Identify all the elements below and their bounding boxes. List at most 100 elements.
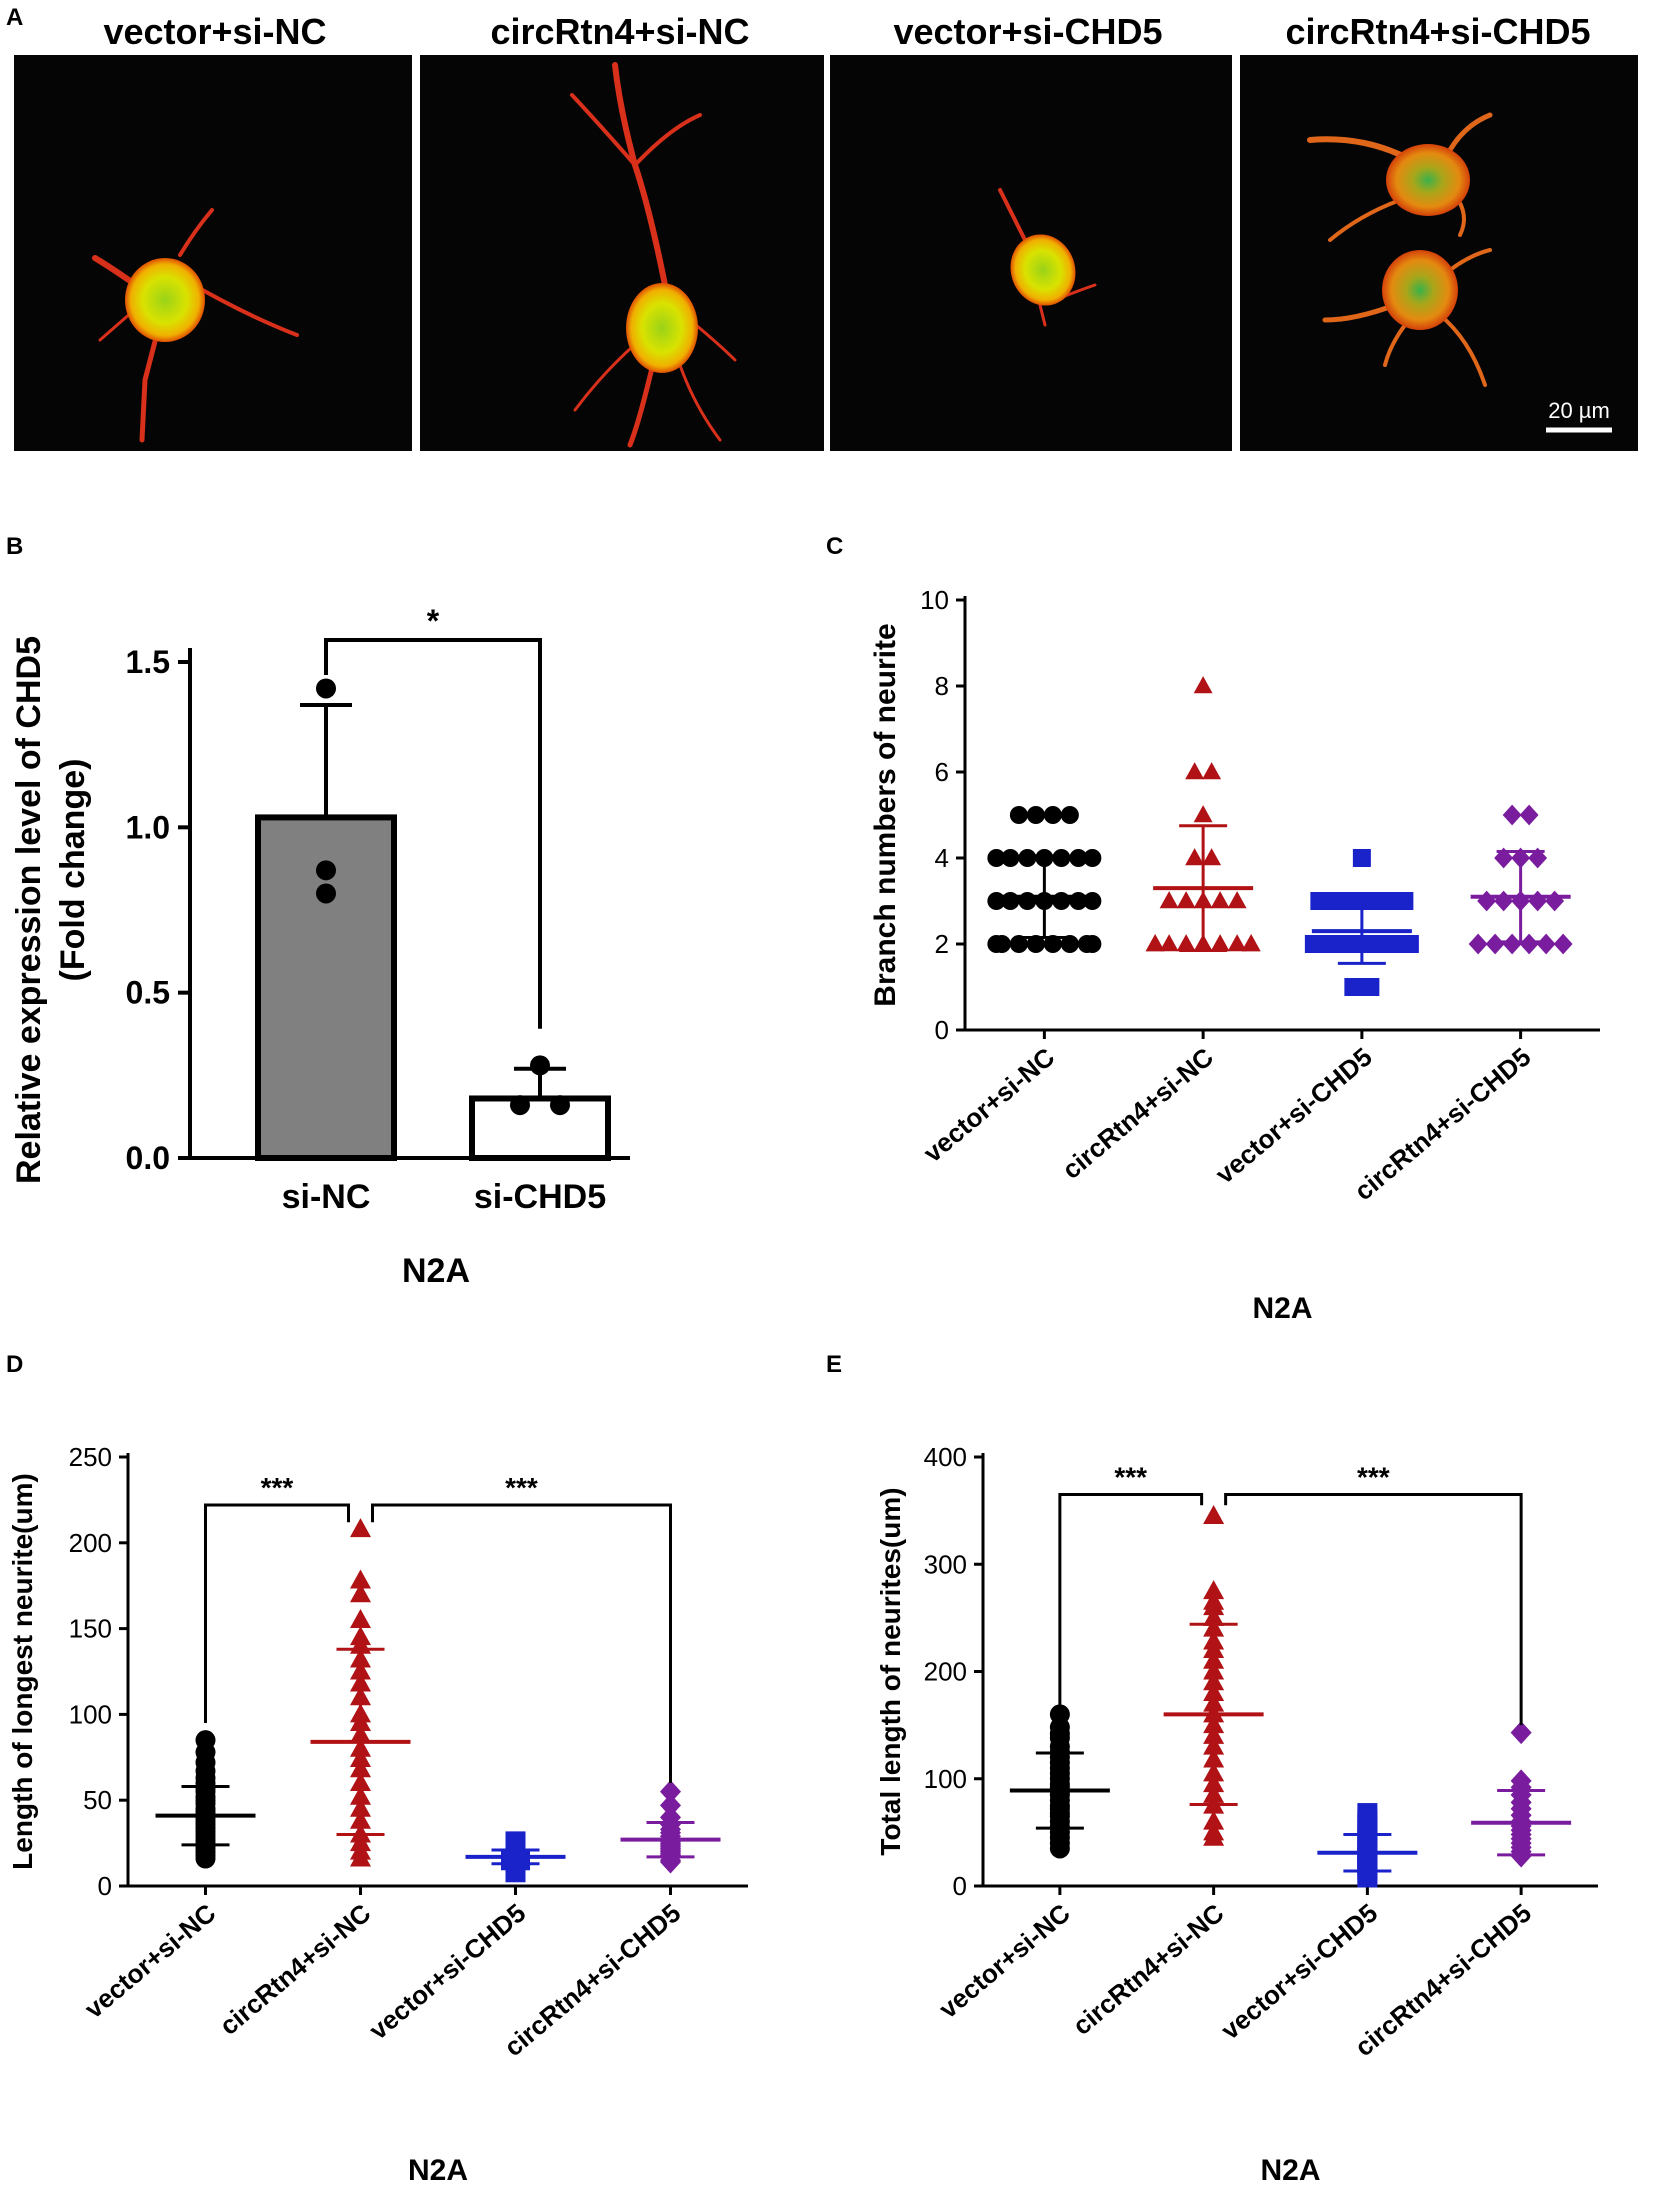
significance-bracket [204, 1503, 350, 1723]
significance-label: *** [1114, 1462, 1147, 1493]
panel-b-letter: B [6, 533, 23, 560]
data-point [1203, 1810, 1225, 1830]
data-point [350, 1569, 371, 1589]
data-point [1468, 933, 1488, 955]
data-point [1344, 978, 1363, 996]
data-point [1335, 935, 1354, 953]
panel-d-letter: D [6, 1351, 23, 1378]
data-point [1176, 934, 1196, 952]
data-point [660, 1780, 681, 1804]
data-point [1369, 935, 1388, 953]
significance-bracket [324, 638, 542, 1029]
panel-e-letter: E [826, 1351, 842, 1378]
y-tick-label: 100 [69, 1699, 112, 1729]
y-tick-label: 10 [920, 585, 949, 615]
y-tick-label: 0 [953, 1871, 967, 1901]
data-point [1026, 935, 1045, 953]
y-axis-label: Length of longest neurite(um) [7, 1473, 38, 1870]
data-point [550, 1095, 570, 1116]
x-axis-label: N2A [402, 1252, 470, 1290]
data-point [1536, 933, 1556, 955]
x-axis-label: N2A [1260, 2154, 1320, 2187]
significance-label: *** [505, 1472, 538, 1503]
data-point [1009, 806, 1028, 824]
x-tick-label: circRtn4+si-NC [1056, 1041, 1219, 1184]
data-point [1519, 933, 1539, 955]
data-point [1203, 1606, 1225, 1626]
chart-c-branch-numbers: 0 2 4 6 8 10 vector+si-NCcircRtn4+si-NCvector+… [869, 585, 1600, 1325]
data-point [1378, 892, 1397, 910]
y-tick-label: 100 [924, 1764, 967, 1794]
data-point [1060, 935, 1079, 953]
data-point [1203, 1826, 1225, 1846]
data-point [316, 883, 336, 904]
data-point [1043, 935, 1062, 953]
data-point [1502, 933, 1522, 955]
data-point [1519, 804, 1539, 826]
data-point [1043, 806, 1062, 824]
data-point [1202, 762, 1222, 780]
x-tick-label: vector+si-NC [933, 1897, 1076, 2024]
data-point [530, 1055, 550, 1076]
y-tick-label: 2 [935, 929, 949, 959]
data-point [1049, 1838, 1070, 1859]
chart-e-total-length: 0 100 200 300 400 vector+si-NCcircRtn4+si-NCv… [875, 1442, 1598, 2187]
micrograph-circrtn4-si-chd5: 20 µm [1240, 55, 1638, 451]
bar [469, 1095, 611, 1161]
data-point [350, 1847, 371, 1867]
y-axis-label-line2: (Fold change) [54, 759, 92, 982]
x-tick-label: vector+si-CHD5 [363, 1898, 531, 2046]
data-point [316, 678, 336, 699]
data-point [1304, 935, 1323, 953]
x-axis-label: N2A [1252, 1292, 1312, 1325]
y-tick-label: 0 [935, 1015, 949, 1045]
data-point [1210, 891, 1230, 909]
data-point [1176, 891, 1196, 909]
data-point [1528, 890, 1548, 912]
panel-a-letter: A [6, 4, 23, 31]
data-point [1083, 935, 1102, 953]
image-2-title: circRtn4+si-NC [490, 11, 749, 52]
x-tick-label: si-NC [282, 1178, 371, 1216]
x-tick-label: circRtn4+si-NC [1067, 1897, 1230, 2040]
data-point [1203, 1504, 1225, 1524]
image-1-title: vector+si-NC [103, 11, 326, 52]
x-tick-label: circRtn4+si-NC [214, 1897, 377, 2040]
x-axis-label: N2A [408, 2154, 468, 2187]
data-point [1477, 890, 1497, 912]
x-tick-label: vector+si-NC [918, 1041, 1061, 1168]
data-point [1386, 935, 1405, 953]
data-point [1159, 934, 1179, 952]
data-point [1026, 806, 1045, 824]
significance-label: * [427, 603, 440, 639]
data-point [1361, 892, 1380, 910]
data-point [1318, 935, 1337, 953]
image-3-title: vector+si-CHD5 [893, 11, 1162, 52]
data-point [1494, 890, 1514, 912]
y-tick-label: 200 [924, 1657, 967, 1687]
y-tick-label: 400 [924, 1442, 967, 1472]
data-point [1545, 890, 1565, 912]
data-point [1159, 891, 1179, 909]
x-tick-label: vector+si-CHD5 [1215, 1898, 1383, 2046]
data-point [1352, 849, 1371, 867]
data-point [1395, 892, 1414, 910]
data-point [1241, 934, 1261, 952]
data-point [1344, 892, 1363, 910]
data-point [1203, 1580, 1225, 1600]
y-tick-label: 200 [69, 1528, 112, 1558]
y-tick-label: 250 [69, 1442, 112, 1472]
data-point [505, 1862, 526, 1883]
y-tick-label: 0.0 [126, 1140, 170, 1176]
image-4-title: circRtn4+si-CHD5 [1285, 11, 1590, 52]
data-point [987, 849, 1006, 867]
y-tick-label: 1.0 [126, 809, 170, 845]
data-point [350, 1518, 371, 1538]
y-tick-label: 8 [935, 671, 949, 701]
y-tick-label: 0.5 [126, 975, 170, 1011]
data-point [510, 1095, 530, 1116]
data-point [1185, 848, 1205, 866]
data-point [1018, 849, 1037, 867]
micrograph-vector-si-nc [14, 55, 412, 451]
